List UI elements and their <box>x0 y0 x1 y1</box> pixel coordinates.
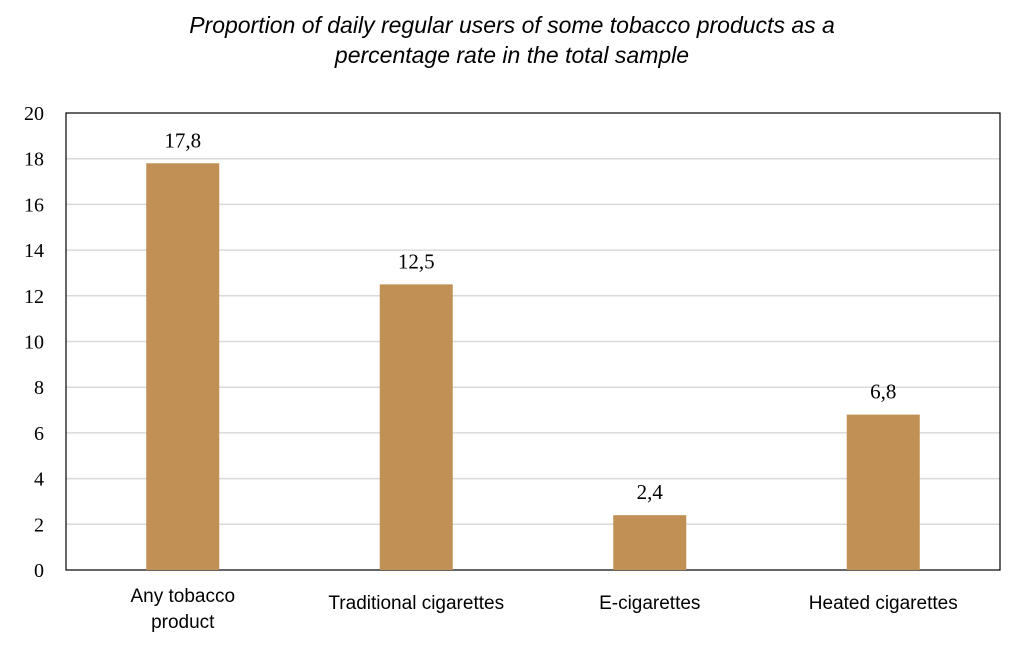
bar <box>613 515 687 570</box>
y-tick-label: 4 <box>34 469 44 491</box>
plot-border <box>65 112 1001 571</box>
y-tick-label: 20 <box>24 103 44 125</box>
y-tick-label: 14 <box>24 240 44 262</box>
chart-title-line-1: Proportion of daily regular users of som… <box>189 12 835 38</box>
bar <box>379 284 453 570</box>
data-label: 2,4 <box>637 480 664 504</box>
x-tick-label: Traditional cigarettes <box>328 593 504 614</box>
y-tick-label: 2 <box>34 514 44 536</box>
chart-title-line-2: percentage rate in the total sample <box>334 42 690 68</box>
y-tick-label: 16 <box>24 194 44 216</box>
data-label: 12,5 <box>398 249 435 273</box>
x-tick-label: E-cigarettes <box>599 593 700 614</box>
x-tick-label: Heated cigarettes <box>809 593 958 614</box>
y-tick-label: 0 <box>34 560 44 582</box>
y-tick-label: 12 <box>24 286 44 308</box>
data-label: 6,8 <box>870 380 896 404</box>
bar <box>146 163 220 570</box>
chart-title: Proportion of daily regular users of som… <box>0 10 1024 70</box>
bar <box>846 414 920 570</box>
y-tick-label: 8 <box>34 377 44 399</box>
y-tick-label: 10 <box>24 332 44 354</box>
x-tick-label: Any tobacco <box>130 586 235 607</box>
y-tick-label: 6 <box>34 423 44 445</box>
data-label: 17,8 <box>164 128 201 152</box>
x-tick-label: product <box>151 612 215 633</box>
y-tick-label: 18 <box>24 149 44 171</box>
